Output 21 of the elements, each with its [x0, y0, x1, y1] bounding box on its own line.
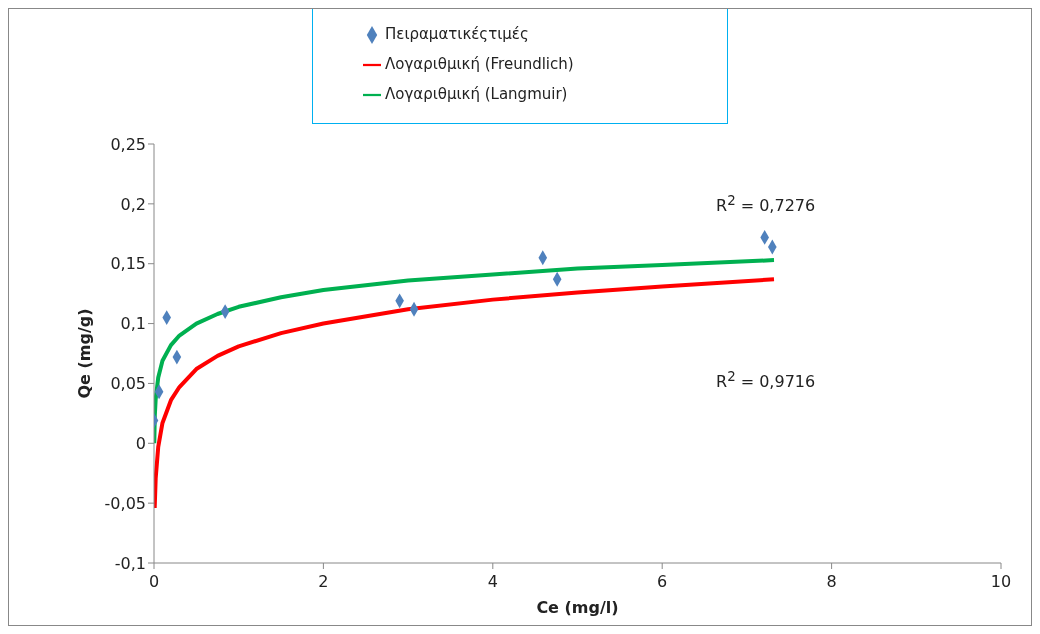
annotation: R$^{2}$ = 0,7276: [716, 193, 816, 216]
y-axis-title: Qe (mg/g): [74, 308, 94, 399]
y-tick-label: 0,15: [110, 254, 146, 274]
x-tick-label: 2: [318, 572, 329, 591]
x-tick-label: 8: [826, 572, 837, 591]
y-tick-label: -0,05: [104, 493, 146, 513]
legend-label: Λογαριθμική (Langmuir): [385, 85, 568, 103]
x-tick-label: 6: [657, 572, 668, 591]
x-tick-label: 0: [148, 572, 160, 591]
annotation: R$^{2}$ = 0,9716: [716, 369, 816, 392]
x-tick-label: 4: [487, 572, 498, 591]
x-tick-label: 10: [990, 572, 1012, 591]
y-tick-label: 0: [135, 433, 146, 453]
legend-label: Λογαριθμική (Freundlich): [385, 55, 574, 73]
x-axis-title: Ce (mg/l): [536, 598, 619, 617]
y-tick-label: 0,1: [120, 314, 146, 334]
y-tick-label: 0,25: [110, 134, 146, 154]
y-tick-label: 0,05: [110, 374, 146, 394]
legend-label: Πειραματικέςτιμές: [385, 25, 529, 43]
y-tick-label: 0,2: [120, 194, 146, 214]
y-tick-label: -0,1: [114, 553, 146, 573]
